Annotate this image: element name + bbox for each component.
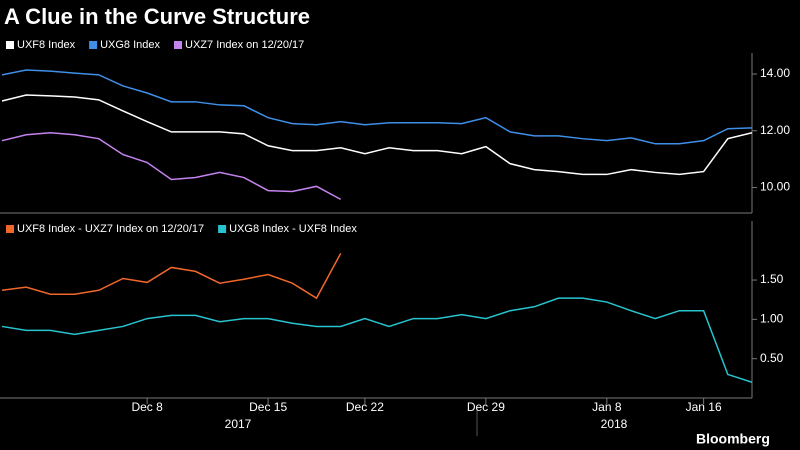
legend-swatch bbox=[174, 41, 183, 49]
y-tick-label: 12.00 bbox=[760, 123, 790, 137]
legend-label: UXF8 Index bbox=[17, 39, 76, 51]
legend-swatch bbox=[89, 41, 98, 49]
x-tick-label: Jan 16 bbox=[686, 400, 722, 414]
x-tick-label: Dec 29 bbox=[467, 400, 505, 414]
legend-label: UXG8 Index - UXF8 Index bbox=[229, 223, 357, 235]
y-tick-label: 1.50 bbox=[760, 272, 784, 286]
x-tick-label: Dec 15 bbox=[249, 400, 287, 414]
x-tick-label: Dec 22 bbox=[346, 400, 384, 414]
x-tick-label: Dec 8 bbox=[131, 400, 163, 414]
legend-label: UXF8 Index - UXZ7 Index on 12/20/17 bbox=[17, 223, 204, 235]
chart-title: A Clue in the Curve Structure bbox=[4, 4, 310, 29]
series-line bbox=[1, 69, 753, 145]
legend-swatch bbox=[6, 225, 14, 233]
series-line bbox=[1, 252, 342, 300]
legend-swatch bbox=[218, 225, 227, 233]
y-tick-label: 1.00 bbox=[760, 312, 784, 326]
x-tick-label: Jan 8 bbox=[592, 400, 622, 414]
legend-label: UXZ7 Index on 12/20/17 bbox=[185, 39, 304, 51]
x-group-label: 2018 bbox=[601, 417, 628, 431]
series-line bbox=[1, 131, 342, 201]
y-tick-label: 14.00 bbox=[760, 66, 790, 80]
brand: Bloomberg bbox=[696, 431, 770, 447]
y-tick-label: 10.00 bbox=[760, 180, 790, 194]
series-line bbox=[1, 297, 753, 383]
legend-label: UXG8 Index bbox=[100, 39, 160, 51]
legend-swatch bbox=[6, 41, 14, 49]
x-group-label: 2017 bbox=[225, 417, 252, 431]
series-line bbox=[1, 94, 753, 176]
y-tick-label: 0.50 bbox=[760, 351, 784, 365]
